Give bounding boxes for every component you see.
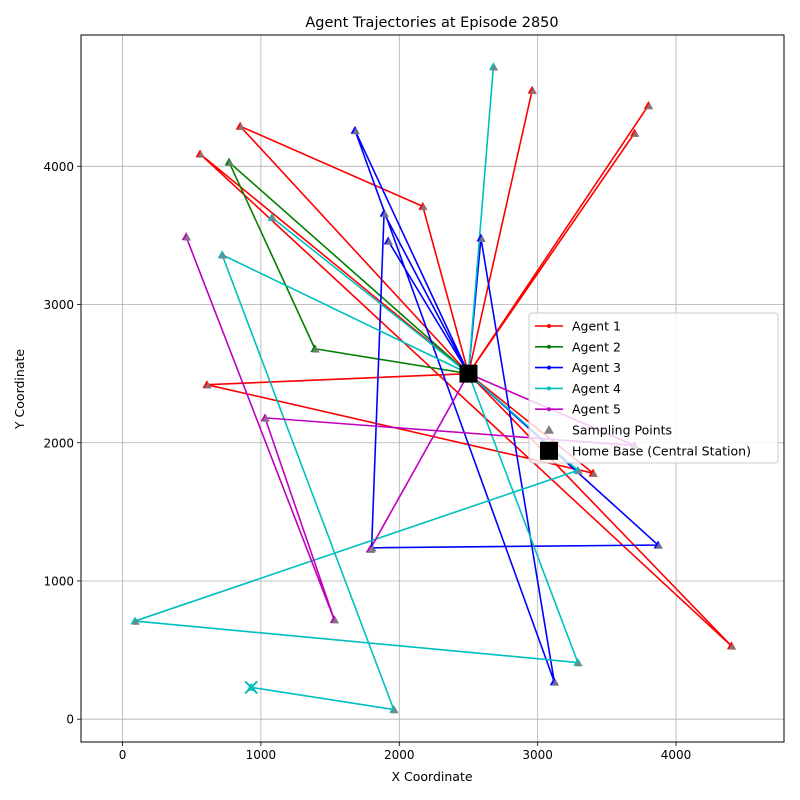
x-tick-label: 1000	[246, 748, 277, 762]
sampling-point	[420, 203, 428, 211]
sampling-point	[575, 467, 583, 475]
legend-box	[528, 312, 779, 464]
sampling-point	[367, 546, 376, 554]
sampling-point	[269, 214, 277, 222]
sampling-point	[312, 345, 320, 353]
legend-swatch-marker	[547, 386, 551, 391]
y-tick-label: 2000	[43, 436, 74, 450]
x-tick-label: 3000	[522, 748, 553, 762]
sampling-point	[575, 659, 583, 667]
x-axis-label: X Coordinate	[391, 769, 472, 784]
sampling-point	[645, 102, 654, 110]
sampling-point	[132, 618, 140, 625]
x-tick-label: 0	[119, 748, 127, 762]
markers-layer	[130, 62, 737, 714]
sampling-point	[728, 643, 737, 650]
agent-2-trajectory	[228, 161, 470, 375]
sampling-point	[655, 542, 663, 549]
legend-swatch	[540, 441, 558, 460]
agent-4-trajectory	[134, 65, 579, 711]
legend-swatch	[544, 425, 554, 434]
legend-swatch-marker	[547, 324, 551, 328]
end-marker	[244, 680, 258, 695]
home-base-marker	[459, 364, 478, 383]
legend-label: Sampling Points	[572, 423, 672, 438]
sampling-point	[490, 63, 499, 71]
legend-label: Agent 2	[572, 339, 621, 354]
sampling-point	[529, 87, 537, 95]
x-tick-label: 2000	[384, 748, 415, 762]
plot-frame	[80, 34, 785, 743]
legend-swatch-marker	[547, 344, 551, 349]
legend-label: Agent 3	[572, 360, 621, 375]
sampling-point	[551, 679, 560, 686]
legend: Agent 1 Agent 2 Agent 3 Agent 4 Agent 5 Sampl…	[528, 312, 779, 464]
sampling-point	[390, 706, 399, 714]
sampling-point	[262, 415, 270, 422]
sampling-point	[197, 151, 205, 158]
y-tick-label: 3000	[43, 298, 74, 312]
sampling-point	[381, 210, 389, 218]
sampling-point	[331, 616, 340, 624]
y-axis-label: Y Coordinate	[12, 349, 27, 430]
sampling-point	[219, 251, 227, 259]
legend-label: Home Base (Central Station)	[572, 443, 751, 458]
chart-title: Agent Trajectories at Episode 2850	[305, 15, 558, 31]
legend-swatch-marker	[547, 407, 551, 412]
sampling-point	[352, 127, 360, 135]
legend-swatch-marker	[547, 365, 551, 370]
sampling-point	[226, 159, 234, 167]
y-tick-label: 1000	[43, 574, 74, 588]
agent-1-trajectory	[199, 89, 733, 647]
sampling-point	[590, 470, 598, 478]
legend-label: Agent 4	[572, 381, 621, 396]
sampling-point	[183, 234, 191, 241]
legend-label: Agent 1	[572, 319, 621, 334]
y-tick-label: 4000	[43, 160, 74, 174]
sampling-point	[237, 123, 245, 131]
axis-ticks: 0 1000 2000 3000 4000 0 1000 2000 3000 4000	[43, 160, 691, 762]
sampling-point	[631, 130, 640, 137]
sampling-point	[385, 238, 394, 245]
x-tick-label: 4000	[661, 748, 692, 762]
sampling-point	[204, 381, 212, 389]
legend-label: Agent 5	[572, 402, 621, 417]
sampling-point	[478, 235, 486, 243]
y-tick-label: 0	[66, 713, 74, 727]
